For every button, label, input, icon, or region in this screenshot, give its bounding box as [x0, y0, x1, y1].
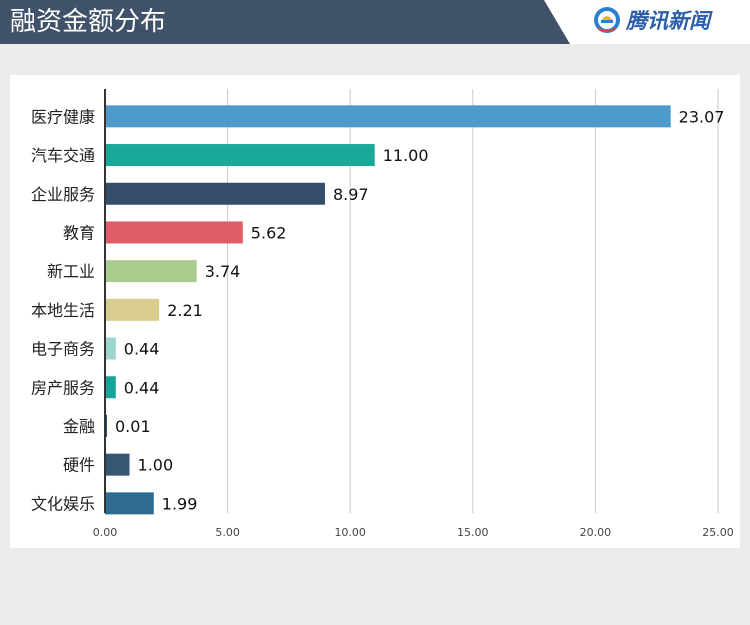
- data-label: 11.00: [383, 146, 429, 165]
- data-label: 1.99: [162, 494, 198, 513]
- bar: [105, 492, 154, 515]
- data-label: 1.00: [138, 456, 174, 475]
- data-label: 23.07: [679, 107, 725, 126]
- x-tick-label: 15.00: [457, 526, 489, 539]
- bar: [105, 182, 325, 205]
- bar-chart: 医疗健康 23.07 汽车交通 11.00 企业服务 8.97 教育 5.62 新工业 3.74 本…: [31, 89, 734, 539]
- x-tick-label: 10.00: [334, 526, 366, 539]
- x-tick-label: 25.00: [702, 526, 734, 539]
- category-label: 企业服务: [31, 185, 95, 204]
- bar: [105, 260, 197, 283]
- data-label: 5.62: [251, 223, 287, 242]
- chart-panel: 医疗健康 23.07 汽车交通 11.00 企业服务 8.97 教育 5.62 新工业 3.74 本…: [10, 75, 740, 548]
- brand-badge: 腾讯新闻: [544, 0, 750, 44]
- bar: [105, 221, 243, 244]
- data-label: 3.74: [205, 262, 241, 281]
- data-label: 0.44: [124, 378, 160, 397]
- category-label: 医疗健康: [31, 107, 95, 126]
- category-label: 房产服务: [31, 378, 95, 397]
- bar: [105, 105, 671, 128]
- x-tick-label: 5.00: [215, 526, 240, 539]
- bar: [105, 337, 116, 360]
- data-label: 0.44: [124, 340, 160, 359]
- category-label: 教育: [63, 223, 95, 242]
- bar: [105, 376, 116, 399]
- x-tick-label: 20.00: [580, 526, 612, 539]
- brand-name: 腾讯新闻: [626, 9, 710, 33]
- data-label: 0.01: [115, 417, 151, 436]
- category-label: 金融: [63, 417, 95, 436]
- category-label: 汽车交通: [31, 146, 95, 165]
- category-label: 文化娱乐: [31, 494, 95, 513]
- x-tick-label: 0.00: [93, 526, 118, 539]
- category-label: 新工业: [47, 262, 95, 281]
- data-label: 8.97: [333, 185, 369, 204]
- category-label: 硬件: [63, 456, 95, 475]
- bar: [105, 298, 160, 321]
- tencent-news-logo-icon: [594, 7, 620, 33]
- category-label: 电子商务: [31, 340, 95, 359]
- category-label: 本地生活: [31, 301, 95, 320]
- bar: [105, 144, 375, 167]
- header-bar: 融资金额分布 腾讯新闻: [0, 0, 750, 44]
- bar: [105, 453, 130, 476]
- data-label: 2.21: [167, 301, 203, 320]
- page-title: 融资金额分布: [10, 7, 167, 37]
